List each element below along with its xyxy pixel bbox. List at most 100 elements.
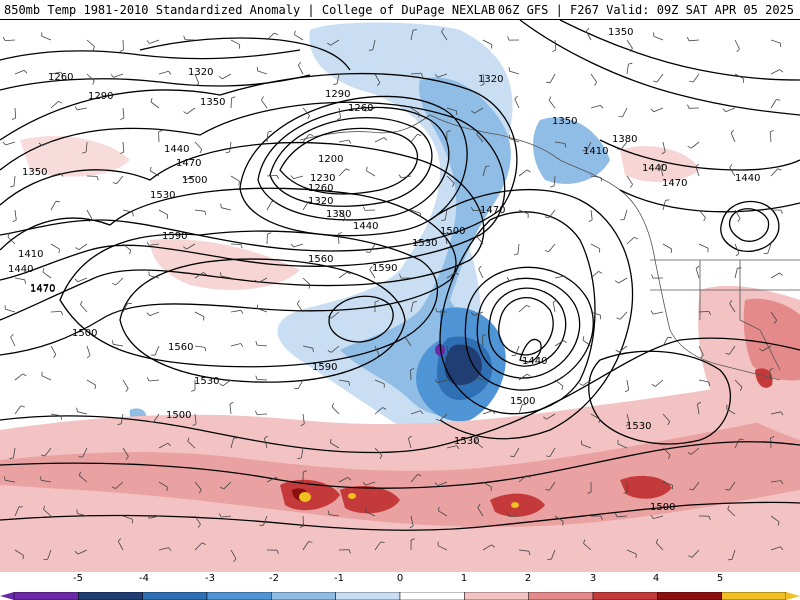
wind-barb-flag [506, 277, 510, 281]
wind-barb [330, 311, 340, 319]
wind-barb-flag [7, 233, 10, 238]
wind-barb-flag [545, 489, 550, 491]
contour-label: 1350 [22, 167, 47, 178]
contour-label: 1320 [188, 67, 213, 78]
wind-barb [770, 272, 780, 279]
wind-barb-flag [74, 278, 78, 282]
wind-barb [86, 345, 91, 356]
contour-label: 1230 [310, 173, 335, 184]
wind-barb [47, 549, 52, 560]
wind-barb [149, 243, 160, 246]
legend-tick: 1 [460, 573, 468, 584]
wind-barb [78, 243, 88, 251]
wind-barb [372, 39, 376, 50]
wind-barb-flag [168, 547, 172, 552]
wind-barb [194, 515, 201, 525]
wind-barb [122, 303, 129, 313]
wind-barb-flag [255, 375, 258, 380]
wind-barb [590, 73, 598, 83]
contour-label: 1560 [308, 254, 333, 265]
wind-barb-flag [74, 106, 78, 111]
wind-barb-flag [777, 168, 782, 171]
wind-barb [509, 277, 520, 281]
wind-barb [662, 200, 666, 211]
wind-barb [122, 379, 129, 389]
wind-barb [194, 272, 204, 279]
wind-barb-flag [197, 524, 201, 528]
wind-barb [77, 513, 88, 517]
wind-barb-flag [195, 83, 199, 87]
wind-barb [581, 444, 592, 449]
wind-barb-flag [780, 480, 784, 485]
wind-barb [626, 39, 633, 49]
wind-barb [329, 514, 340, 517]
wind-barb [410, 302, 414, 313]
wind-barb [590, 271, 599, 279]
contour-label: 1470 [662, 178, 687, 189]
contour-label: 1320 [308, 196, 333, 207]
wind-barb [410, 515, 414, 526]
valid-time: 06Z GFS | F267 Valid: 09Z SAT APR 05 202… [497, 3, 794, 17]
wind-barb [659, 166, 664, 177]
wind-barb-flag [686, 37, 690, 41]
wind-barb [365, 107, 376, 112]
wind-barbs [2, 27, 784, 563]
wind-barb [222, 73, 232, 80]
wind-barb [230, 97, 232, 109]
wind-barb [444, 209, 448, 220]
wind-barb [482, 481, 492, 488]
wind-barb-flag [418, 113, 420, 118]
wind-barb [692, 73, 700, 83]
wind-barb-flag [82, 151, 87, 154]
wind-barb [582, 379, 592, 386]
contour-label: 1530 [194, 376, 219, 387]
wind-barb [482, 39, 493, 45]
wind-barb-flag [362, 107, 366, 112]
wind-barb [770, 311, 778, 321]
wind-barb-flag [650, 108, 654, 113]
wind-barb-flag [478, 265, 482, 270]
wind-barb-flag [203, 272, 207, 276]
wind-barb [662, 413, 670, 422]
wind-barb-flag [267, 232, 272, 235]
wind-barb-flag [492, 410, 496, 414]
wind-barb-flag [564, 275, 568, 280]
wind-barb [186, 243, 196, 250]
wind-barb [653, 35, 664, 41]
wind-barb [338, 168, 347, 177]
wind-barb [446, 107, 457, 112]
wind-barb [330, 39, 340, 46]
wind-barb-flag [650, 310, 654, 315]
wind-barb [482, 335, 484, 347]
wind-barb-flag [308, 541, 313, 543]
wind-barb-flag [742, 78, 745, 83]
wind-barb-flag [655, 538, 659, 543]
wind-barb-flag [544, 216, 549, 219]
wind-barb [410, 134, 418, 143]
contour-label: 1500 [510, 396, 535, 407]
wind-barb-flag [780, 411, 784, 416]
wind-barb [116, 175, 124, 184]
wind-barb [617, 443, 628, 449]
wind-barb [518, 305, 527, 313]
wind-barb [618, 277, 628, 284]
wind-barb [77, 277, 88, 283]
wind-barb-flag [444, 231, 449, 235]
wind-barb-flag [58, 100, 63, 104]
wind-barb [41, 479, 52, 483]
wind-barb-flag [348, 381, 350, 386]
wind-barb [293, 243, 304, 248]
wind-barb [446, 175, 455, 184]
wind-barb [626, 64, 629, 75]
wind-barb-flag [120, 151, 124, 155]
wind-barb [517, 243, 520, 254]
wind-barb [590, 311, 601, 316]
wind-barb-flag [40, 476, 42, 481]
wind-barb-flag [9, 185, 15, 188]
wind-barb [478, 268, 484, 279]
wind-barb [553, 175, 556, 187]
wind-barb-flag [53, 354, 57, 359]
wind-barb-flag [297, 457, 302, 460]
wind-barb [729, 345, 736, 355]
wind-barb-flag [708, 381, 710, 386]
